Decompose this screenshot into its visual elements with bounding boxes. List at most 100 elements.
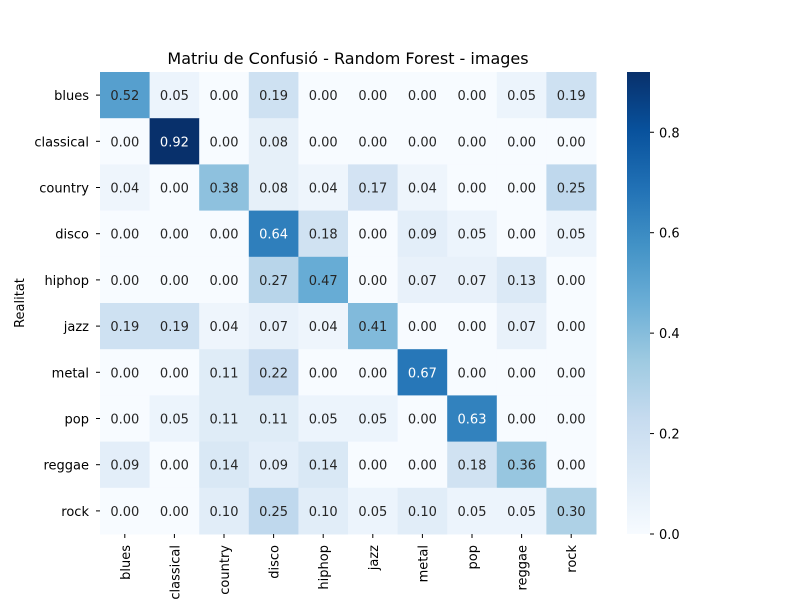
heatmap-cell bbox=[298, 303, 349, 350]
cell-value-label: 0.07 bbox=[408, 274, 437, 289]
y-tick-label: hiphop bbox=[44, 274, 89, 289]
cell-value-label: 0.00 bbox=[507, 413, 536, 428]
cell-value-label: 0.00 bbox=[210, 228, 239, 243]
y-tick-label: country bbox=[39, 182, 89, 197]
heatmap-cell bbox=[199, 210, 250, 258]
heatmap-cell bbox=[496, 487, 547, 535]
cell-value-label: 0.19 bbox=[160, 320, 189, 335]
heatmap-cell bbox=[447, 256, 498, 304]
heatmap-cell bbox=[199, 118, 250, 165]
cell-value-label: 0.00 bbox=[507, 366, 536, 381]
heatmap-cell bbox=[447, 210, 498, 258]
y-axis-label: Realitat bbox=[13, 278, 28, 328]
cell-value-label: 0.05 bbox=[507, 89, 536, 104]
cell-value-label: 0.04 bbox=[309, 320, 338, 335]
colorbar-tick-label: 0.8 bbox=[659, 126, 680, 141]
cell-value-label: 0.00 bbox=[408, 459, 437, 474]
heatmap-cell bbox=[248, 164, 299, 212]
cell-value-label: 0.00 bbox=[408, 413, 437, 428]
cell-value-label: 0.00 bbox=[458, 89, 487, 104]
heatmap-cell bbox=[397, 118, 448, 165]
cell-value-label: 0.00 bbox=[557, 459, 586, 474]
cell-value-label: 0.92 bbox=[160, 135, 189, 150]
heatmap-cell bbox=[298, 441, 349, 489]
x-tick-label: classical bbox=[168, 545, 183, 600]
heatmap-cell bbox=[397, 395, 448, 443]
x-tick-label: reggae bbox=[516, 545, 531, 591]
heatmap-cell bbox=[298, 256, 349, 304]
heatmap-cell bbox=[199, 303, 250, 350]
heatmap-cell bbox=[397, 210, 448, 258]
heatmap-cell bbox=[496, 256, 547, 304]
heatmap-cell bbox=[298, 210, 349, 258]
cell-value-label: 0.47 bbox=[309, 274, 338, 289]
cell-value-label: 0.00 bbox=[358, 135, 387, 150]
heatmap-cell bbox=[100, 118, 151, 165]
heatmap-cell bbox=[348, 349, 399, 396]
heatmap-cell bbox=[149, 441, 200, 489]
cell-value-label: 0.00 bbox=[408, 320, 437, 335]
heatmap-cell bbox=[496, 303, 547, 350]
cell-value-label: 0.17 bbox=[358, 182, 387, 197]
x-tick-label: hiphop bbox=[317, 545, 332, 590]
cell-value-label: 0.05 bbox=[309, 413, 338, 428]
x-tick-label: country bbox=[218, 545, 233, 595]
cell-value-label: 0.05 bbox=[458, 228, 487, 243]
heatmap-cell bbox=[447, 164, 498, 212]
cell-value-label: 0.41 bbox=[358, 320, 387, 335]
heatmap-cell bbox=[100, 303, 151, 350]
heatmap-cell bbox=[447, 303, 498, 350]
cell-value-label: 0.00 bbox=[557, 366, 586, 381]
y-tick-label: rock bbox=[61, 505, 89, 520]
cell-value-label: 0.18 bbox=[458, 459, 487, 474]
heatmap-cell bbox=[348, 487, 399, 535]
heatmap-cell bbox=[298, 164, 349, 212]
heatmap-cell bbox=[447, 441, 498, 489]
cell-value-label: 0.25 bbox=[557, 182, 586, 197]
heatmap-cell bbox=[100, 210, 151, 258]
heatmap-cell bbox=[298, 72, 349, 119]
heatmap-cell bbox=[248, 72, 299, 119]
cell-value-label: 0.00 bbox=[210, 89, 239, 104]
cell-value-label: 0.05 bbox=[358, 505, 387, 520]
heatmap-cell bbox=[496, 118, 547, 165]
heatmap-cell bbox=[348, 441, 399, 489]
heatmap-cell bbox=[149, 303, 200, 350]
cell-value-label: 0.05 bbox=[507, 505, 536, 520]
heatmap-cell bbox=[149, 395, 200, 443]
cell-value-label: 0.00 bbox=[210, 135, 239, 150]
cell-value-label: 0.09 bbox=[408, 228, 437, 243]
heatmap-cell bbox=[298, 395, 349, 443]
cell-value-label: 0.00 bbox=[507, 182, 536, 197]
heatmap-cell bbox=[447, 395, 498, 443]
cell-value-label: 0.08 bbox=[259, 182, 288, 197]
y-tick-label: reggae bbox=[43, 459, 89, 474]
x-tick-label: pop bbox=[466, 545, 481, 569]
heatmap-cell bbox=[248, 256, 299, 304]
cell-value-label: 0.05 bbox=[557, 228, 586, 243]
cell-value-label: 0.00 bbox=[160, 505, 189, 520]
heatmap-cell bbox=[348, 395, 399, 443]
heatmap-cell bbox=[546, 164, 597, 212]
heatmap-cell bbox=[248, 118, 299, 165]
cell-value-label: 0.00 bbox=[309, 135, 338, 150]
heatmap-cell bbox=[496, 349, 547, 396]
colorbar-tick-label: 0.6 bbox=[659, 227, 680, 242]
heatmap-cell bbox=[546, 349, 597, 396]
heatmap-cell bbox=[546, 118, 597, 165]
heatmap-cell bbox=[298, 487, 349, 535]
x-tick-label: disco bbox=[268, 545, 283, 579]
cell-value-label: 0.00 bbox=[210, 274, 239, 289]
heatmap-cell bbox=[546, 72, 597, 119]
cell-value-label: 0.10 bbox=[210, 505, 239, 520]
colorbar-tick-label: 0.0 bbox=[659, 528, 680, 543]
y-axis-ticks: blues classical country disco hiphop jazz meta… bbox=[34, 89, 100, 520]
heatmap-cell bbox=[248, 395, 299, 443]
heatmap-cell bbox=[199, 441, 250, 489]
cell-value-label: 0.14 bbox=[210, 459, 239, 474]
heatmap-cell bbox=[496, 164, 547, 212]
cell-value-label: 0.00 bbox=[408, 89, 437, 104]
heatmap-cell bbox=[199, 349, 250, 396]
cell-value-label: 0.00 bbox=[458, 135, 487, 150]
heatmap-cell bbox=[199, 164, 250, 212]
